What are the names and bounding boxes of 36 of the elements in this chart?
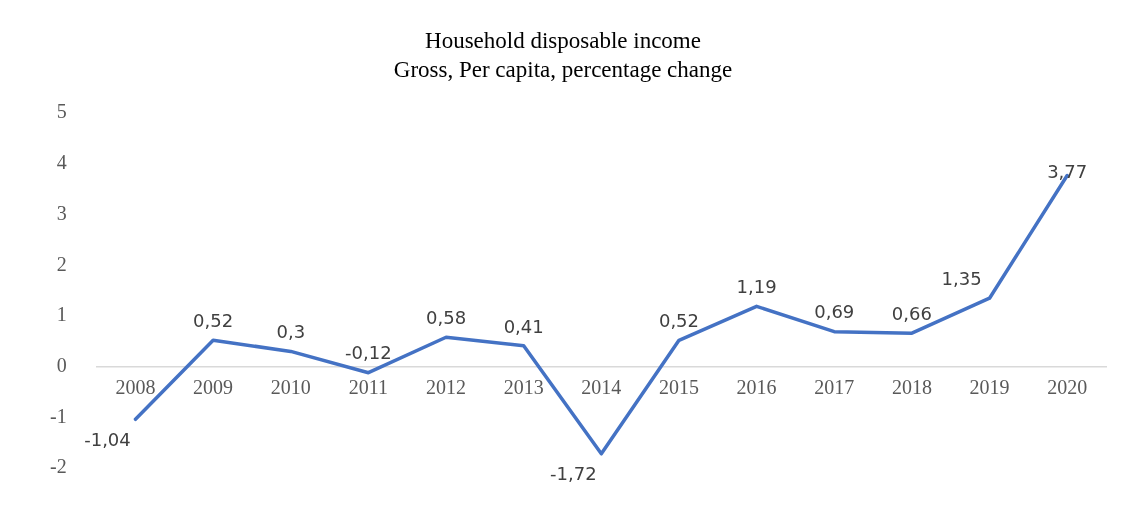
y-tick-label: 3 bbox=[56, 201, 67, 224]
data-label: 0,66 bbox=[891, 302, 932, 324]
y-tick-label: 4 bbox=[56, 151, 67, 174]
y-tick-label: -1 bbox=[49, 404, 67, 427]
data-label: -1,72 bbox=[550, 463, 597, 485]
data-label: 0,3 bbox=[276, 321, 306, 343]
chart-title: Household disposable income bbox=[425, 27, 701, 53]
y-tick-label: 5 bbox=[56, 100, 67, 123]
data-label: 0,41 bbox=[503, 315, 544, 337]
y-tick-label: -2 bbox=[49, 455, 67, 478]
data-label: 1,35 bbox=[941, 267, 982, 289]
x-tick-label: 2020 bbox=[1047, 375, 1088, 398]
data-label: 1,19 bbox=[736, 275, 777, 297]
x-tick-label: 2015 bbox=[658, 375, 699, 398]
y-tick-label: 2 bbox=[56, 252, 67, 275]
x-tick-label: 2010 bbox=[270, 375, 311, 398]
y-tick-label: 1 bbox=[56, 303, 67, 326]
data-label: 0,58 bbox=[426, 306, 467, 328]
data-label: 3,77 bbox=[1047, 161, 1088, 183]
x-tick-label: 2009 bbox=[193, 375, 234, 398]
data-label: -1,04 bbox=[84, 429, 131, 451]
chart-subtitle: Gross, Per capita, percentage change bbox=[393, 57, 733, 83]
x-tick-label: 2016 bbox=[736, 375, 777, 398]
data-label: 0,52 bbox=[658, 309, 700, 331]
x-tick-label: 2018 bbox=[891, 375, 932, 398]
data-label: 0,52 bbox=[193, 309, 234, 331]
x-tick-label: 2017 bbox=[814, 375, 855, 398]
x-tick-label: 2014 bbox=[581, 375, 622, 398]
x-tick-label: 2013 bbox=[503, 375, 544, 398]
data-label: 0,69 bbox=[814, 301, 855, 323]
y-tick-label: 0 bbox=[56, 353, 67, 376]
x-tick-label: 2011 bbox=[348, 375, 389, 398]
data-label: -0,12 bbox=[345, 342, 392, 364]
x-tick-label: 2008 bbox=[115, 375, 156, 398]
x-tick-label: 2019 bbox=[969, 375, 1010, 398]
x-tick-label: 2012 bbox=[426, 375, 467, 398]
